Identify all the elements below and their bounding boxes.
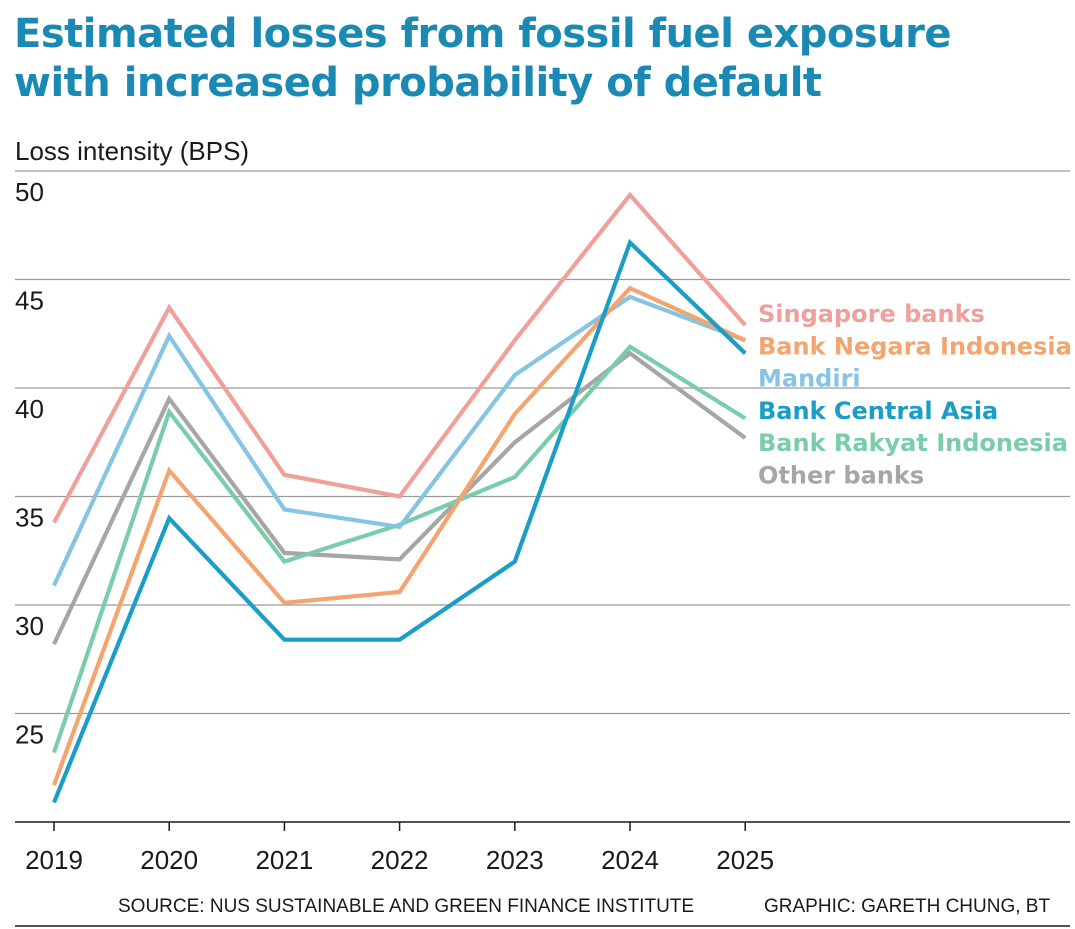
legend: Singapore banks Bank Negara Indonesia Mand… [758, 300, 1072, 490]
series-line-bank-negara-indonesia [52, 285, 747, 786]
legend-singapore-banks: Singapore banks [758, 300, 985, 328]
legend-mandiri: Mandiri [758, 365, 861, 393]
y-tick-labels: 25 30 35 40 45 50 [15, 177, 44, 750]
chart-title: Estimated losses from fossil fuel exposu… [14, 10, 1054, 108]
y-tick-label: 40 [15, 394, 44, 424]
y-tick-label: 25 [15, 720, 44, 750]
y-tick-label: 45 [15, 286, 44, 316]
series-lines [52, 191, 747, 804]
y-tick-label: 30 [15, 611, 44, 641]
y-tick-label: 35 [15, 503, 44, 533]
source-note: SOURCE: NUS SUSTAINABLE AND GREEN FINANC… [118, 896, 694, 917]
x-tick-label: 2025 [716, 845, 774, 875]
x-tick-label: 2021 [255, 845, 313, 875]
series-line-other-banks [52, 350, 747, 645]
series-line-mandiri [52, 294, 746, 587]
x-tick-labels: 2019 2020 2021 2022 2023 2024 2025 [25, 822, 774, 875]
legend-bank-negara-indonesia: Bank Negara Indonesia [758, 332, 1072, 360]
x-tick-label: 2022 [371, 845, 429, 875]
x-tick-label: 2019 [25, 845, 83, 875]
series-line-singapore-banks [52, 191, 747, 524]
x-tick-label: 2023 [486, 845, 544, 875]
legend-other-banks: Other banks [758, 462, 924, 490]
legend-bank-central-asia: Bank Central Asia [758, 397, 998, 425]
legend-bank-rakyat-indonesia: Bank Rakyat Indonesia [758, 429, 1068, 457]
y-tick-label: 50 [15, 177, 44, 207]
series-line-bank-central-asia [52, 238, 747, 804]
y-axis-label: Loss intensity (BPS) [15, 136, 249, 166]
chart-title-line-1: Estimated losses from fossil fuel exposu… [14, 11, 952, 57]
chart-title-line-2: with increased probability of default [14, 60, 822, 106]
x-tick-label: 2020 [140, 845, 198, 875]
x-tick-label: 2024 [601, 845, 659, 875]
gridlines [15, 170, 1070, 823]
graphic-credit: GRAPHIC: GARETH CHUNG, BT [764, 896, 1050, 917]
